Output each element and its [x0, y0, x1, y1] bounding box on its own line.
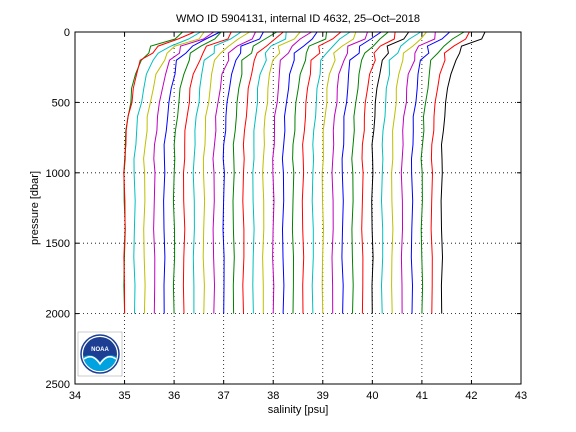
salinity-profile-line [291, 31, 328, 314]
x-tick-label: 37 [218, 390, 230, 402]
x-tick-label: 40 [366, 390, 378, 402]
salinity-profile-line [192, 31, 242, 314]
y-tick-label: 1000 [46, 168, 70, 180]
x-tick-label: 42 [465, 390, 477, 402]
series-group [123, 31, 486, 314]
y-axis-label: pressure [dbar] [29, 171, 41, 245]
salinity-profile-line [341, 31, 382, 314]
x-tick-label: 36 [168, 390, 180, 402]
salinity-profile-line [212, 31, 256, 314]
x-tick-label: 39 [317, 390, 329, 402]
salinity-profile-line [351, 31, 389, 314]
salinity-profile-line [430, 31, 470, 314]
x-tick-label: 41 [416, 390, 428, 402]
chart-title: WMO ID 5904131, internal ID 4632, 25–Oct… [176, 13, 420, 25]
salinity-profile-line [272, 31, 312, 314]
x-axis: 34 35 36 37 38 39 40 41 42 43 [69, 32, 527, 402]
salinity-profile-line [331, 31, 368, 314]
salinity-profile-line [252, 31, 287, 314]
salinity-profile-line [182, 31, 232, 314]
x-tick-label: 43 [515, 390, 527, 402]
salinity-profile-line [301, 31, 342, 314]
x-tick-label: 35 [118, 390, 130, 402]
salinity-profile-line [361, 31, 396, 314]
salinity-profile-line [242, 31, 284, 314]
y-tick-label: 500 [52, 97, 70, 109]
salinity-profile-line [172, 31, 222, 314]
x-tick-label: 38 [267, 390, 279, 402]
salinity-profile-line [281, 31, 318, 314]
x-axis-label: salinity [psu] [268, 404, 329, 416]
salinity-profile-line [321, 31, 357, 314]
y-tick-label: 2500 [46, 379, 70, 391]
noaa-logo: NOAA [77, 331, 123, 377]
salinity-profile-line [380, 31, 421, 314]
salinity-profile-line [202, 31, 250, 314]
salinity-profile-line [153, 31, 214, 314]
salinity-profile-line [400, 31, 436, 314]
salinity-profile-line [410, 31, 451, 314]
y-tick-label: 1500 [46, 238, 70, 250]
axes-frame [74, 31, 522, 385]
salinity-profile-line [123, 31, 195, 314]
logo-gull [83, 356, 117, 366]
y-tick-label: 2000 [46, 309, 70, 321]
salinity-profile-line [143, 31, 205, 314]
salinity-profile-line [371, 31, 410, 314]
salinity-profile-line [163, 31, 221, 314]
logo-text: NOAA [91, 347, 109, 353]
salinity-profile-line [262, 31, 301, 314]
y-axis: 0 500 1000 1500 2000 2500 [46, 27, 521, 391]
grid [75, 32, 521, 384]
salinity-profile-line [222, 31, 264, 314]
y-tick-label: 0 [64, 27, 70, 39]
x-tick-label: 34 [69, 390, 81, 402]
salinity-profile-line [391, 31, 427, 314]
salinity-profile-line [232, 31, 277, 314]
salinity-profile-line [133, 31, 201, 314]
salinity-profile-line [311, 31, 351, 314]
salinity-profile-line [420, 31, 465, 314]
salinity-profile-line [440, 31, 486, 314]
